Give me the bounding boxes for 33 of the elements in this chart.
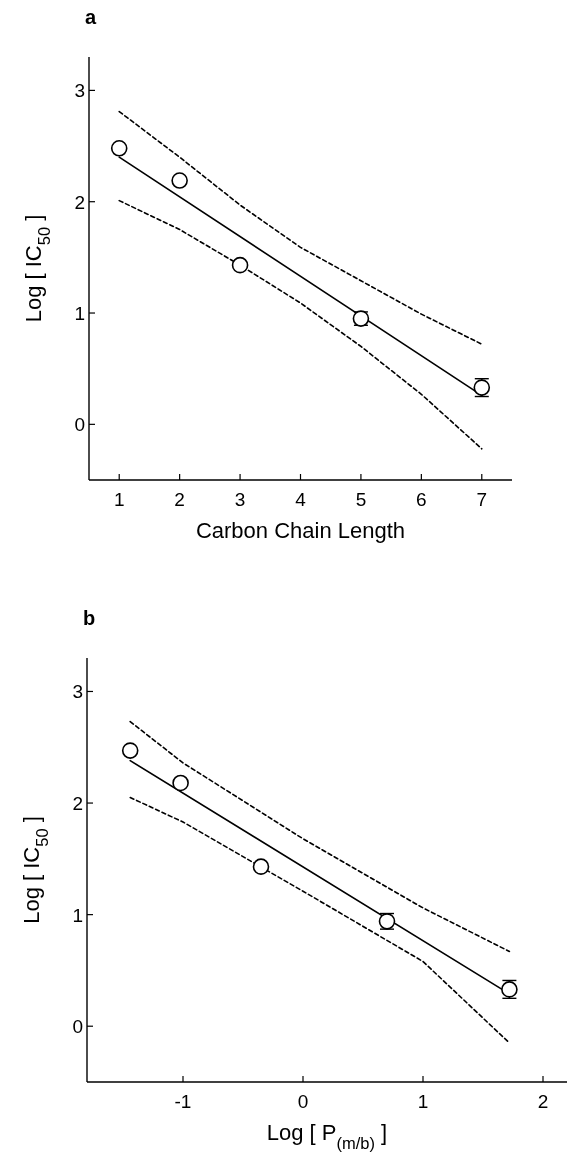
line-series [118,110,483,345]
y-tick-label: 2 [72,793,83,815]
x-tick-label: 3 [234,489,246,510]
x-tick-label: 0 [297,1091,309,1112]
y-tick-label: 2 [74,191,85,213]
chart-title: b [83,607,96,629]
x-axis-title: Carbon Chain Length [195,518,406,543]
point [110,139,128,157]
y-tick-label: 3 [72,681,83,703]
line-series [129,796,511,1044]
x-tick-label: 5 [355,489,367,510]
x-tick-label: -1 [174,1091,192,1112]
point [121,742,139,759]
line-series [129,720,511,953]
x-tick-label: 1 [113,489,125,510]
x-tick-label: 6 [416,489,427,510]
line-series [118,199,483,450]
point [171,172,188,189]
point [172,774,189,792]
point [231,256,249,274]
x-tick-label: 2 [537,1091,549,1112]
y-tick-label: 1 [74,303,85,325]
x-tick-label: 2 [174,489,185,510]
x-tick-label: 4 [295,489,307,510]
x-axis-title: Log [ P$_{(m/b)}$ ] [266,1120,388,1152]
y-tick-label: 0 [72,1016,83,1038]
point [252,858,270,875]
y-tick-label: 0 [74,414,85,436]
y-tick-label: 1 [72,904,83,926]
y-tick-label: 3 [74,80,85,102]
chart-title: a [85,6,97,28]
x-tick-label: 7 [476,489,488,510]
x-tick-label: 1 [417,1091,429,1112]
